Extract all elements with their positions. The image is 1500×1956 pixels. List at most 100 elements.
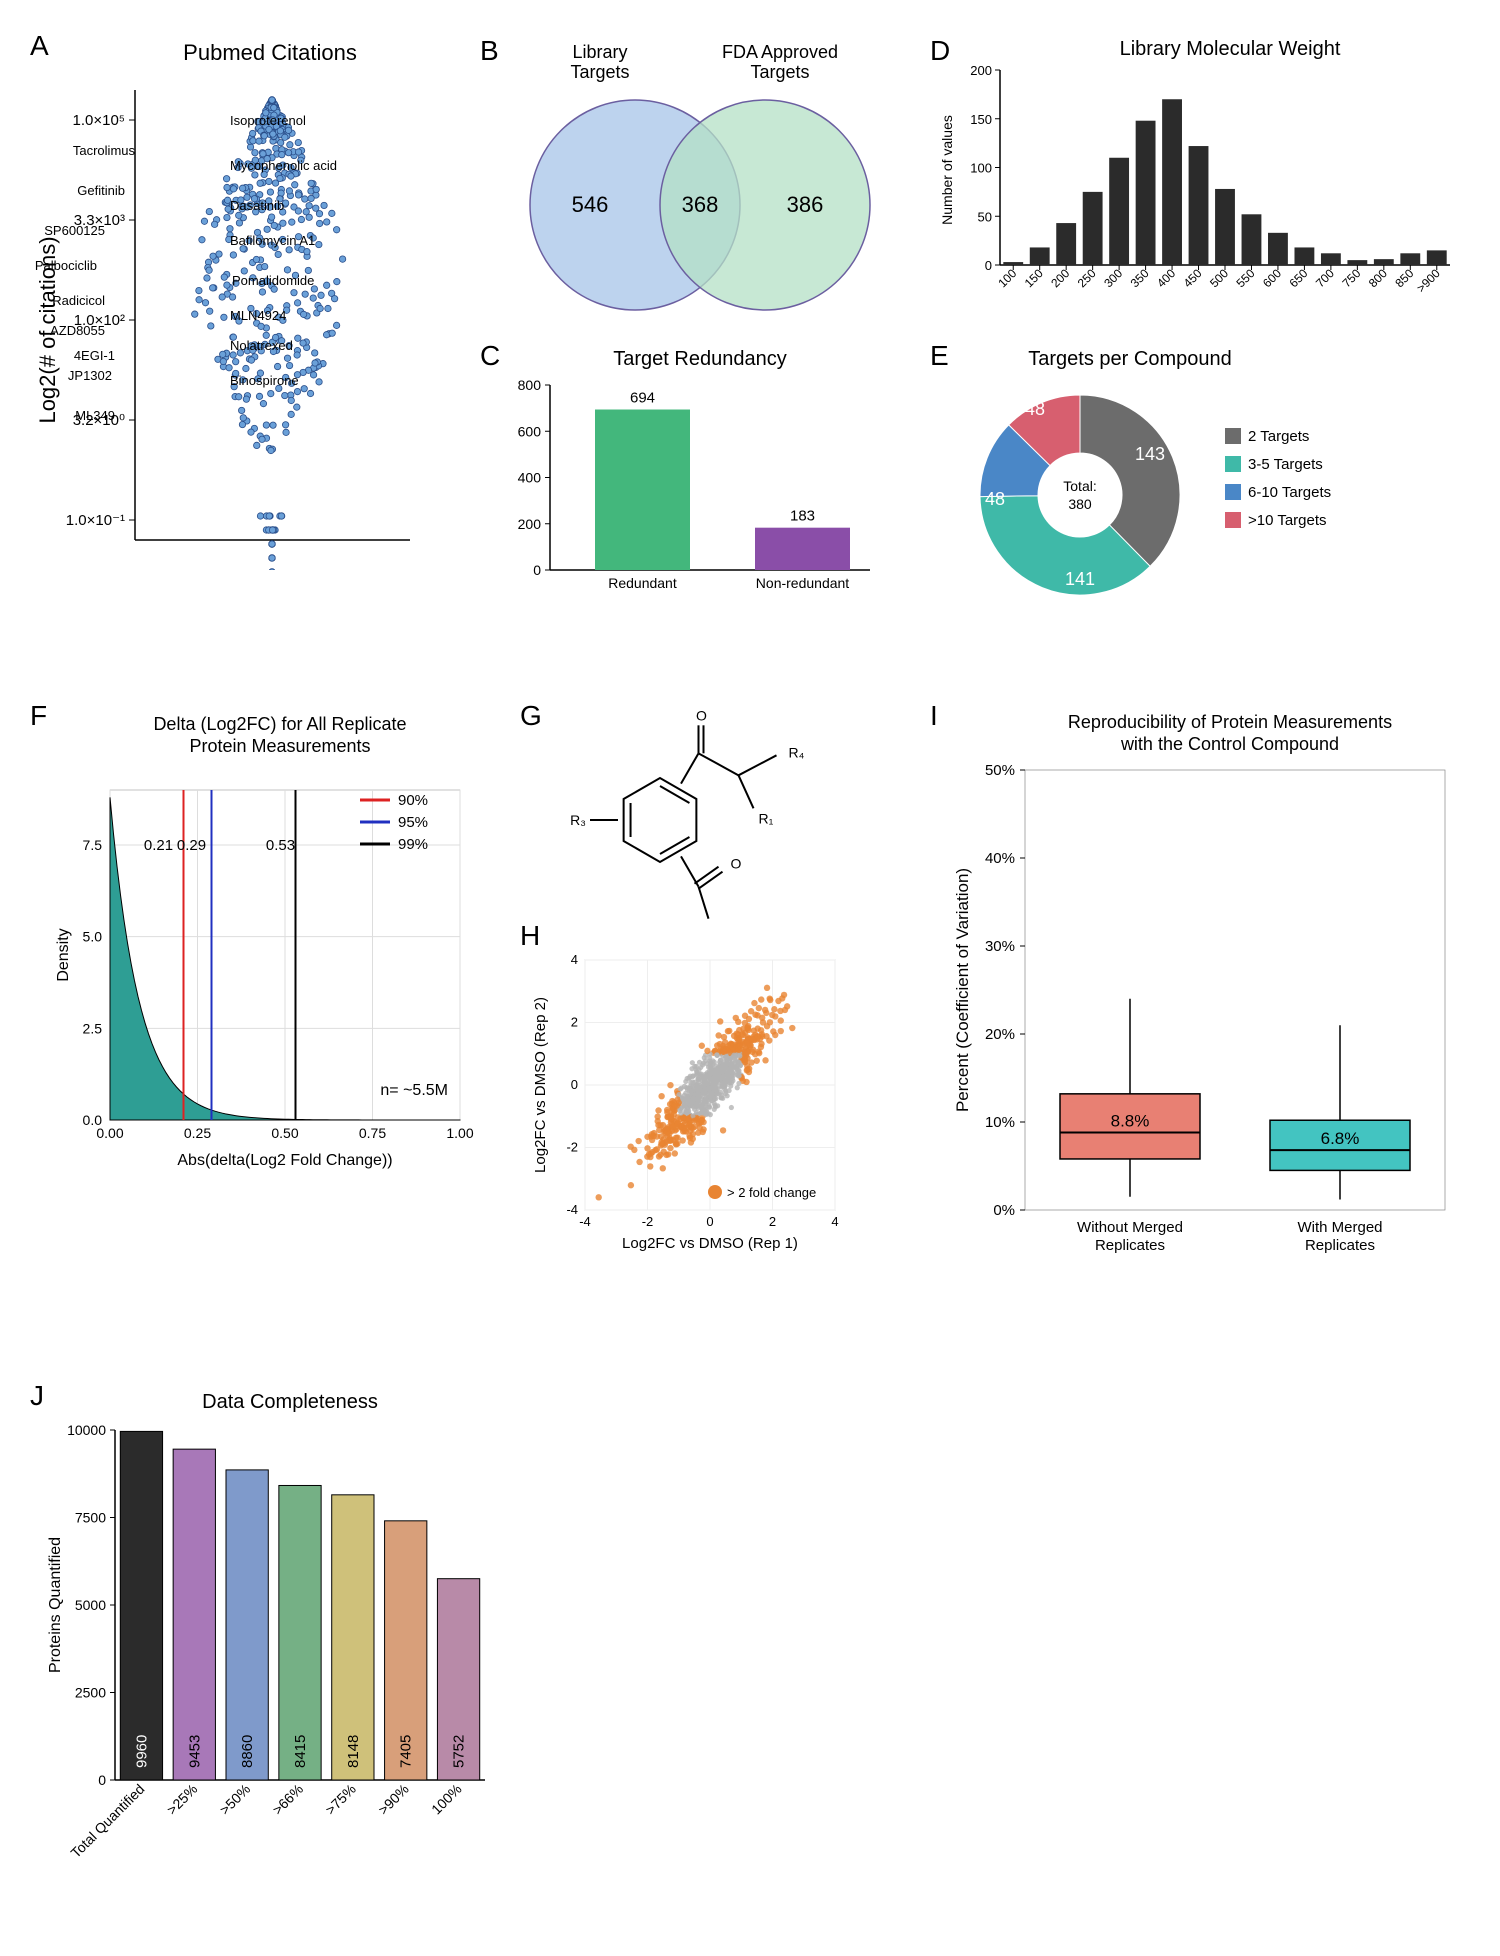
svg-text:ML349: ML349 [75,408,115,423]
panel-g: GR₃OR₄R₁OR₂ [520,700,890,920]
panel-label: I [930,700,938,732]
svg-text:>25%: >25% [163,1781,200,1818]
svg-text:-2: -2 [566,1140,578,1155]
svg-text:7405: 7405 [398,1735,415,1768]
svg-text:550: 550 [1234,266,1258,290]
svg-text:8860: 8860 [239,1735,256,1768]
svg-text:100: 100 [995,266,1019,290]
svg-text:500: 500 [1207,266,1231,290]
svg-text:>66%: >66% [269,1781,306,1818]
svg-text:300: 300 [1101,266,1125,290]
svg-text:10%: 10% [985,1114,1015,1131]
svg-text:4: 4 [831,1214,838,1229]
panel-label: C [480,340,500,372]
svg-text:2500: 2500 [75,1685,106,1701]
svg-text:Non-redundant: Non-redundant [756,575,850,591]
panel-label: E [930,340,949,372]
svg-text:1.0×10⁵: 1.0×10⁵ [72,112,125,129]
svg-text:0: 0 [533,562,541,578]
svg-text:6.8%: 6.8% [1321,1129,1360,1148]
svg-text:141: 141 [1065,569,1095,589]
svg-text:Targets: Targets [750,62,809,82]
panel-label: B [480,35,499,67]
svg-text:Library Molecular Weight: Library Molecular Weight [1120,38,1341,60]
svg-text:0%: 0% [993,1202,1015,1219]
svg-text:800: 800 [1366,266,1390,290]
svg-text:8.8%: 8.8% [1111,1112,1150,1131]
svg-text:Total Quantified: Total Quantified [67,1781,147,1861]
svg-text:With Merged: With Merged [1297,1219,1382,1236]
svg-text:0: 0 [98,1772,106,1788]
svg-text:Density: Density [55,928,72,981]
svg-text:Reproducibility of Protein Mea: Reproducibility of Protein Measurements [1068,712,1392,732]
svg-text:20%: 20% [985,1026,1015,1043]
svg-text:R₄: R₄ [789,744,805,760]
svg-text:Proteins Quantified: Proteins Quantified [47,1537,64,1673]
panel-a: APubmed Citations1.0×10⁻¹3.2×10⁰1.0×10²3… [30,30,460,590]
svg-text:-2: -2 [642,1214,654,1229]
svg-text:100: 100 [970,161,992,176]
svg-text:386: 386 [787,192,824,217]
panel-i: I Reproducibility of Protein Measurements… [930,700,1480,1280]
svg-text:0: 0 [706,1214,713,1229]
svg-text:700: 700 [1313,266,1337,290]
svg-text:0.0: 0.0 [83,1112,103,1128]
svg-text:200: 200 [518,516,542,532]
svg-text:Nolatrexed: Nolatrexed [230,338,293,353]
svg-text:Radicicol: Radicicol [52,293,105,308]
svg-text:546: 546 [572,192,609,217]
svg-text:600: 600 [518,423,542,439]
svg-text:O: O [731,856,742,872]
svg-text:Dasatinib: Dasatinib [230,198,284,213]
svg-text:48: 48 [1025,399,1045,419]
svg-text:2 Targets: 2 Targets [1248,428,1309,445]
svg-text:99%: 99% [398,836,428,853]
svg-text:R₁: R₁ [759,810,774,826]
panel-label: H [520,920,540,952]
svg-text:5.0: 5.0 [83,929,103,945]
svg-text:0.53: 0.53 [266,837,295,854]
svg-text:Replicates: Replicates [1095,1237,1165,1254]
svg-text:350: 350 [1128,266,1152,290]
svg-text:8148: 8148 [345,1735,362,1768]
svg-text:5752: 5752 [451,1735,468,1768]
svg-text:6-10 Targets: 6-10 Targets [1248,484,1331,501]
svg-text:JP1302: JP1302 [68,368,112,383]
svg-text:7500: 7500 [75,1510,106,1526]
panel-c: CTarget Redundancy0200400600800694Redund… [480,340,900,600]
svg-text:FDA Approved: FDA Approved [722,42,838,62]
svg-text:Pomalidomide: Pomalidomide [232,273,314,288]
svg-text:Replicates: Replicates [1305,1237,1375,1254]
svg-text:150: 150 [1022,266,1046,290]
svg-text:AZD8055: AZD8055 [50,323,105,338]
svg-text:90%: 90% [398,792,428,809]
svg-text:143: 143 [1135,444,1165,464]
svg-text:-4: -4 [566,1202,578,1217]
svg-text:0.21: 0.21 [144,837,173,854]
svg-text:Without Merged: Without Merged [1077,1219,1183,1236]
panel-b: BLibraryTargetsFDA ApprovedTargets546368… [480,30,900,330]
svg-text:5000: 5000 [75,1597,106,1613]
svg-text:30%: 30% [985,938,1015,955]
svg-text:n= ~5.5M: n= ~5.5M [380,1082,448,1099]
svg-text:with the Control Compound: with the Control Compound [1120,734,1339,754]
svg-text:50: 50 [978,209,992,224]
svg-text:Total:: Total: [1063,478,1096,494]
svg-text:380: 380 [1068,496,1092,512]
svg-text:4: 4 [571,952,578,967]
svg-text:250: 250 [1075,266,1099,290]
svg-text:Palbociclib: Palbociclib [35,258,97,273]
svg-text:183: 183 [790,508,815,525]
svg-text:800: 800 [518,377,542,393]
svg-text:> 2 fold change: > 2 fold change [727,1185,816,1200]
svg-text:9453: 9453 [186,1735,203,1768]
svg-text:1.00: 1.00 [446,1125,473,1141]
svg-text:1.0×10⁻¹: 1.0×10⁻¹ [66,512,125,529]
panel-j: JData Completeness025005000750010000Prot… [30,1380,510,1910]
svg-text:10000: 10000 [67,1422,106,1438]
svg-text:Library: Library [572,42,627,62]
svg-text:>50%: >50% [216,1781,253,1818]
svg-text:Redundant: Redundant [608,575,677,591]
svg-text:2: 2 [571,1015,578,1030]
svg-text:Bafilomycin A1: Bafilomycin A1 [230,233,315,248]
